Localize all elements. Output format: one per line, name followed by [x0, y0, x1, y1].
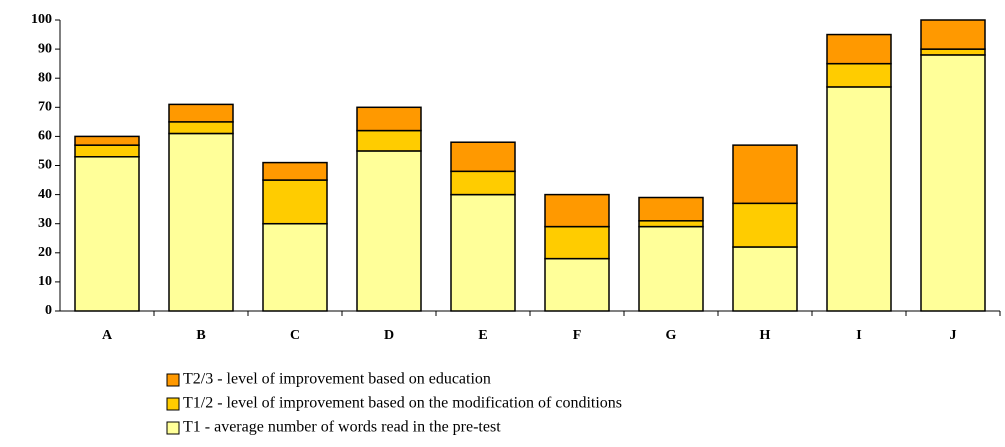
x-tick-label: A	[102, 328, 113, 343]
legend-label: T2/3 - level of improvement based on edu…	[183, 371, 491, 388]
bar-segment	[74, 156, 140, 312]
x-tick-label: D	[384, 328, 394, 343]
y-tick-label: 20	[38, 245, 52, 260]
x-tick-label: I	[856, 328, 861, 343]
bar-segment	[732, 246, 798, 312]
legend-swatch	[166, 373, 180, 387]
y-tick-label: 80	[38, 70, 52, 85]
x-tick-label: G	[666, 328, 677, 343]
bar-segment	[920, 48, 986, 56]
bar-segment	[450, 193, 516, 312]
bar-segment	[356, 150, 422, 312]
x-tick-label: B	[196, 328, 205, 343]
y-tick-label: 90	[38, 41, 52, 56]
legend-label: T1/2 - level of improvement based on the…	[183, 395, 622, 412]
y-tick-label: 40	[38, 187, 52, 202]
bar-segment	[638, 196, 704, 222]
bar-segment	[450, 141, 516, 173]
bar-segment	[262, 222, 328, 312]
bar-segment	[544, 193, 610, 228]
legend-label: T1 - average number of words read in the…	[183, 419, 501, 436]
bar-segment	[826, 86, 892, 312]
bar-segment	[74, 135, 140, 146]
bar-segment	[168, 103, 234, 123]
bar-segment	[544, 257, 610, 312]
bar-segment	[544, 225, 610, 260]
y-tick-label: 60	[38, 129, 52, 144]
bar-segment	[168, 121, 234, 135]
y-tick-label: 50	[38, 158, 52, 173]
bar-segment	[356, 106, 422, 132]
bar-segment	[262, 161, 328, 181]
x-tick-label: C	[290, 328, 300, 343]
bar-segment	[920, 54, 986, 312]
legend-swatch	[166, 421, 180, 435]
y-tick-label: 70	[38, 100, 52, 115]
bar-segment	[920, 19, 986, 50]
y-tick-label: 100	[31, 12, 52, 27]
bar-segment	[638, 220, 704, 228]
bar-segment	[168, 132, 234, 312]
y-tick-label: 0	[45, 303, 52, 318]
bar-segment	[262, 179, 328, 225]
bar-segment	[356, 129, 422, 152]
bar-segment	[450, 170, 516, 196]
x-tick-label: J	[950, 328, 957, 343]
y-tick-label: 10	[38, 274, 52, 289]
x-tick-label: H	[760, 328, 771, 343]
bar-segment	[826, 33, 892, 65]
bar-segment	[74, 144, 140, 158]
x-tick-label: F	[573, 328, 582, 343]
bar-segment	[732, 202, 798, 248]
legend-swatch	[166, 397, 180, 411]
bar-segment	[826, 62, 892, 88]
bar-segment	[638, 225, 704, 312]
bar-segment	[732, 144, 798, 205]
y-tick-label: 30	[38, 216, 52, 231]
x-tick-label: E	[478, 328, 487, 343]
